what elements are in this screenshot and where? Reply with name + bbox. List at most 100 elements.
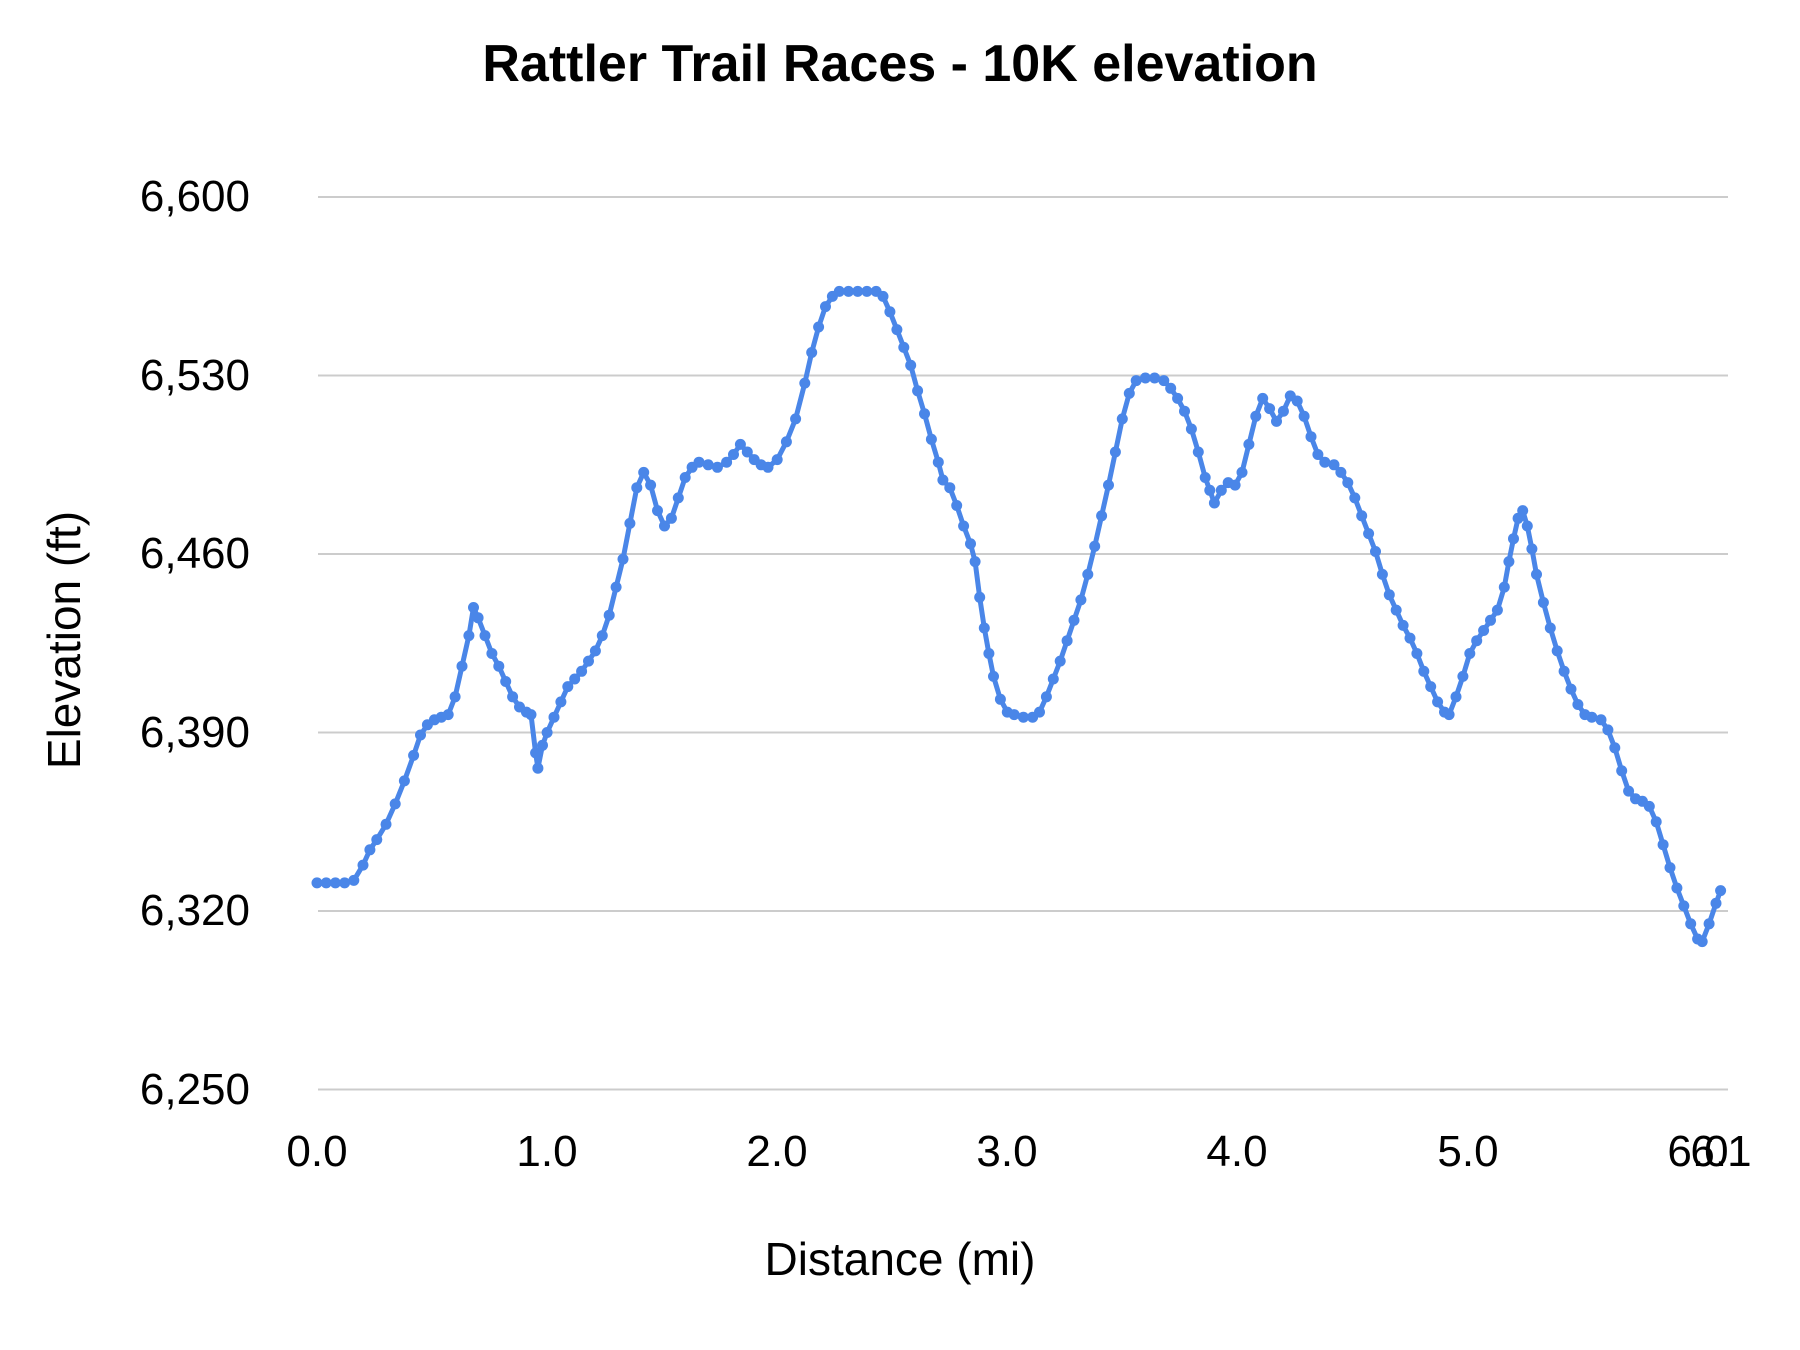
data-point-marker <box>1335 466 1347 478</box>
data-point-marker <box>1054 655 1066 667</box>
data-point-marker <box>1199 472 1211 483</box>
data-point-marker <box>1710 897 1722 909</box>
data-point-marker <box>1558 665 1570 677</box>
data-point-marker <box>1443 709 1455 721</box>
data-point-marker <box>780 436 792 448</box>
data-point-marker <box>1082 568 1094 580</box>
data-point-marker <box>974 591 986 603</box>
data-point-marker <box>486 648 498 659</box>
data-point-marker <box>1376 568 1388 580</box>
data-point-marker <box>912 385 924 397</box>
data-point-marker <box>1503 556 1515 568</box>
data-point-marker <box>1397 619 1409 631</box>
x-tick-label: 5.0 <box>1437 1127 1499 1176</box>
data-point-marker <box>702 459 714 471</box>
data-point-marker <box>541 727 553 738</box>
data-point-marker <box>1418 665 1430 677</box>
data-point-marker <box>1544 622 1556 634</box>
data-point-marker <box>562 681 574 693</box>
data-point-marker <box>1664 862 1676 874</box>
data-point-marker <box>1165 382 1177 394</box>
data-point-marker <box>665 512 677 524</box>
data-point-marker <box>638 466 650 478</box>
data-point-marker <box>1342 477 1354 489</box>
data-point-marker <box>1471 635 1483 647</box>
data-point-marker <box>762 461 774 473</box>
data-point-marker <box>468 602 479 613</box>
data-point-marker <box>1485 614 1496 626</box>
data-point-marker <box>596 630 608 642</box>
data-point-marker <box>525 709 537 721</box>
data-point-marker <box>1172 392 1184 404</box>
data-point-marker <box>969 556 981 568</box>
data-point-marker <box>1130 375 1142 387</box>
data-point-marker <box>1298 410 1310 422</box>
x-tick-label: 3.0 <box>976 1127 1038 1176</box>
x-tick-label: 0.0 <box>286 1127 348 1176</box>
y-tick-label: 6,320 <box>139 886 250 935</box>
data-point-marker <box>843 285 854 297</box>
data-point-marker <box>1595 714 1607 726</box>
data-point-marker <box>1383 589 1395 601</box>
data-point-marker <box>320 877 332 889</box>
data-point-marker <box>1703 918 1715 930</box>
data-point-marker <box>1457 670 1469 682</box>
x-tick-label: 6.1 <box>1690 1127 1752 1176</box>
data-point-marker <box>463 630 475 642</box>
data-point-marker <box>852 285 864 297</box>
data-point-marker <box>1363 528 1375 540</box>
data-point-marker <box>603 609 615 621</box>
data-point-marker <box>1551 645 1563 657</box>
data-point-marker <box>1158 375 1170 387</box>
data-point-marker <box>1208 497 1220 509</box>
x-tick-label: 6.0 <box>1667 1127 1729 1176</box>
data-point-marker <box>1491 604 1503 616</box>
data-point-marker <box>1040 691 1052 703</box>
data-point-marker <box>1319 456 1331 468</box>
data-point-marker <box>371 834 383 846</box>
data-point-marker <box>1586 711 1598 723</box>
data-point-marker <box>610 581 622 593</box>
data-point-marker <box>1450 691 1462 703</box>
data-point-marker <box>500 676 512 687</box>
data-point-marker <box>1565 683 1577 695</box>
data-point-marker <box>741 446 753 458</box>
data-point-marker <box>905 359 917 371</box>
data-point-marker <box>1236 466 1248 478</box>
data-point-marker <box>442 709 454 721</box>
data-point-marker <box>1404 632 1416 644</box>
data-point-marker <box>711 461 723 473</box>
elevation-series-line <box>314 288 1724 945</box>
data-point-marker <box>479 630 491 642</box>
data-point-marker <box>944 482 956 494</box>
data-point-marker <box>1356 510 1368 522</box>
data-point-marker <box>1526 543 1538 555</box>
data-point-marker <box>532 762 544 774</box>
data-point-marker <box>1008 709 1020 721</box>
data-point-marker <box>652 505 663 517</box>
data-point-marker <box>456 660 468 672</box>
data-point-marker <box>1204 484 1216 496</box>
data-point-marker <box>891 324 903 336</box>
data-point-marker <box>1508 533 1519 545</box>
data-point-marker <box>329 877 341 889</box>
data-point-marker <box>1432 696 1444 708</box>
data-point-marker <box>1179 405 1190 417</box>
x-tick-label: 1.0 <box>516 1127 578 1176</box>
data-point-marker <box>537 739 548 751</box>
data-point-marker <box>1685 918 1697 930</box>
data-point-marker <box>1349 492 1361 504</box>
data-point-marker <box>1715 885 1727 897</box>
data-point-marker <box>1328 459 1340 471</box>
data-point-marker <box>919 408 930 420</box>
data-point-marker <box>898 341 910 353</box>
data-point-marker <box>1215 484 1227 496</box>
data-point-marker <box>806 347 818 358</box>
data-point-marker <box>659 520 670 532</box>
data-point-marker <box>1068 614 1080 626</box>
data-point-marker <box>679 472 691 483</box>
data-point-marker <box>1696 936 1708 948</box>
data-point-marker <box>1116 413 1128 425</box>
data-point-marker <box>693 456 705 468</box>
data-point-marker <box>1623 785 1635 797</box>
